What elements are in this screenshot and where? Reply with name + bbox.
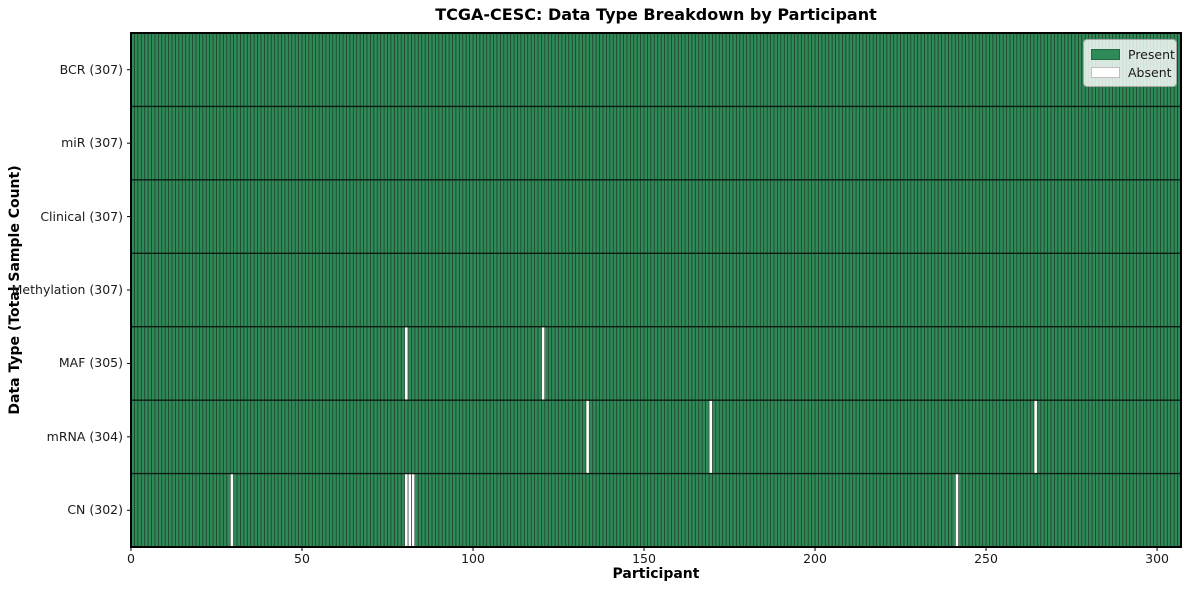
- x-tick-label: 150: [632, 551, 656, 566]
- heatmap-svg: [127, 32, 1182, 551]
- absent-cell: [954, 473, 960, 547]
- heatmap-plot: [127, 32, 1182, 551]
- absent-cell: [407, 473, 412, 547]
- legend-entry-present: Present: [1091, 45, 1175, 63]
- x-tick-label: 50: [294, 551, 310, 566]
- absent-cell: [229, 473, 235, 547]
- x-axis-label: Participant: [612, 566, 700, 582]
- x-tick-label: 300: [1145, 551, 1170, 566]
- absent-cell: [541, 326, 546, 401]
- legend-label: Present: [1128, 46, 1175, 62]
- absent-cell: [404, 473, 409, 547]
- absent-cell: [404, 326, 409, 401]
- absent-cell: [1033, 400, 1038, 474]
- legend: Present Absent: [1083, 39, 1177, 87]
- absent-cell: [585, 400, 590, 474]
- row-label-Clinical: Clinical (307): [40, 208, 123, 224]
- row-label-MAF: MAF (305): [58, 355, 123, 371]
- x-tick-label: 250: [974, 551, 998, 566]
- x-tick-label: 200: [803, 551, 827, 566]
- row-label-mRNA: mRNA (304): [46, 428, 123, 444]
- absent-cell: [411, 473, 416, 547]
- legend-entry-absent: Absent: [1091, 63, 1172, 81]
- row-label-BCR: BCR (307): [59, 61, 123, 77]
- present-swatch-icon: [1091, 48, 1120, 60]
- legend-label: Absent: [1128, 64, 1172, 80]
- absent-swatch-icon: [1091, 66, 1120, 78]
- row-label-Methylation: Methylation (307): [11, 282, 123, 297]
- legend-body: Present Absent: [1091, 45, 1175, 81]
- x-tick-label: 0: [127, 551, 135, 566]
- row-label-miR: miR (307): [61, 135, 123, 151]
- chart-title: TCGA-CESC: Data Type Breakdown by Partic…: [435, 5, 877, 24]
- absent-cell: [708, 400, 713, 474]
- row-label-CN: CN (302): [67, 502, 123, 518]
- x-tick-label: 100: [461, 551, 485, 566]
